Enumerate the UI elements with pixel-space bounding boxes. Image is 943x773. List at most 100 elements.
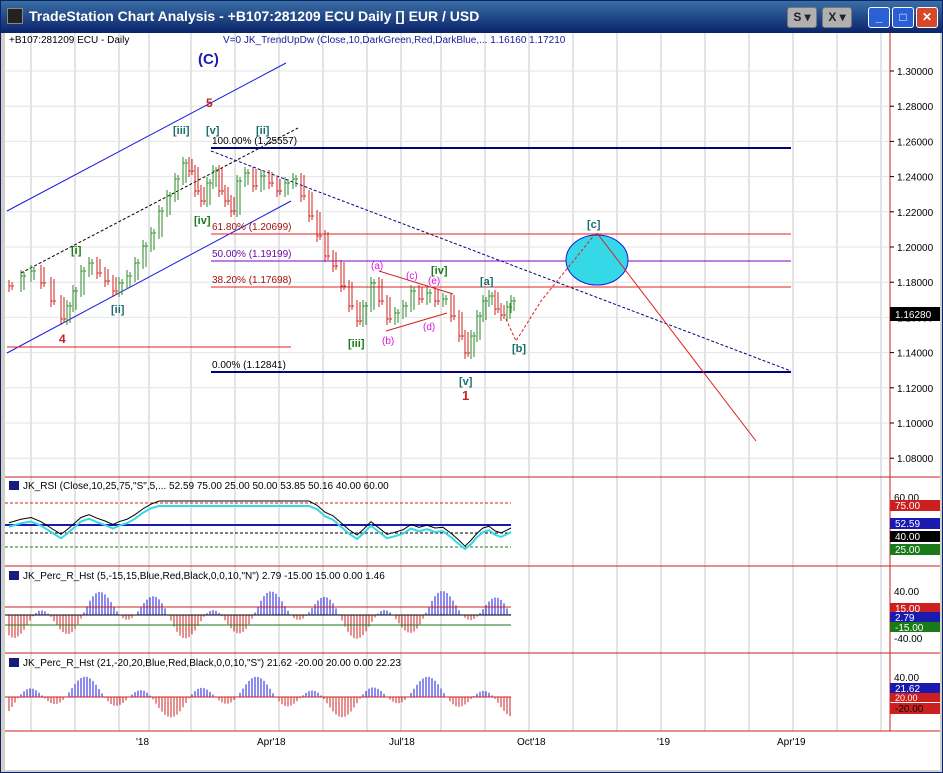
dashed-channel-line[interactable] xyxy=(20,127,299,274)
wave-d-paren-label: (d) xyxy=(423,322,435,333)
perc1-40-label: 40.00 xyxy=(894,587,919,598)
perc2-20-label: 20.00 xyxy=(895,693,918,703)
x-tick-jul18: Jul'18 xyxy=(389,737,415,748)
s-menu-button[interactable]: S ▾ xyxy=(787,7,817,28)
x-button-label: X xyxy=(828,10,837,24)
fib-0-label: 0.00% (1.12841) xyxy=(212,360,286,371)
maximize-button[interactable]: □ xyxy=(892,7,914,28)
app-icon xyxy=(7,8,23,24)
wave-ii-left-label: [ii] xyxy=(111,304,125,316)
fib-382-label: 38.20% (1.17698) xyxy=(212,275,292,286)
pane-separators xyxy=(5,33,940,732)
time-axis xyxy=(5,731,940,770)
wave-i-left-label: [i] xyxy=(71,245,82,257)
rsi-pane[interactable] xyxy=(5,479,890,565)
price-tick-label: 1.12000 xyxy=(897,384,934,395)
projection-down-line[interactable] xyxy=(596,232,757,442)
wave-c-bracket-label: [c] xyxy=(587,219,601,231)
wave-b-paren-label: (b) xyxy=(382,336,394,347)
price-tick-label: 1.26000 xyxy=(897,137,934,148)
rsi-line xyxy=(8,500,512,547)
wave-iv-mid-label: [iv] xyxy=(431,265,448,277)
triangle-upper-line[interactable] xyxy=(378,270,454,295)
wave-e-paren-label: (e) xyxy=(428,276,440,287)
x-tick-oct18: Oct'18 xyxy=(517,737,546,748)
rsi-pane-icon[interactable] xyxy=(9,481,19,490)
window-title: TradeStation Chart Analysis - +B107:2812… xyxy=(29,8,480,24)
price-tick-label: 1.08000 xyxy=(897,454,934,465)
wave-iv-left-label: [iv] xyxy=(194,215,211,227)
perc2-value-label: 21.62 xyxy=(895,684,920,695)
chart-area[interactable]: +B107:281209 ECU - Daily V=0 JK_TrendUpD… xyxy=(5,33,940,770)
triangle-lower-line[interactable] xyxy=(385,312,448,332)
s-button-label: S xyxy=(793,10,802,24)
perc2-histogram xyxy=(5,676,511,718)
target-ellipse[interactable] xyxy=(565,234,629,286)
wave-a-paren-label: (a) xyxy=(371,261,383,272)
last-price-label: 1.16280 xyxy=(895,310,932,321)
rsi-header: JK_RSI (Close,10,25,75,"S",5,... 52.59 7… xyxy=(23,481,389,492)
perc1-value-label: 2.79 xyxy=(895,613,915,624)
perc1-neg15-label: -15.00 xyxy=(895,623,924,634)
minimize-button[interactable]: _ xyxy=(868,7,890,28)
perc2-pane-icon[interactable] xyxy=(9,658,19,667)
rsi-75-badge xyxy=(890,500,940,511)
perc1-pane-icon[interactable] xyxy=(9,571,19,580)
wave-iii-mid-label: [iii] xyxy=(348,338,365,350)
price-bars xyxy=(8,157,516,359)
wave-b-bracket-label: [b] xyxy=(512,343,526,355)
rsi-40-badge xyxy=(890,531,940,542)
perc2-20-badge xyxy=(890,693,940,702)
x-tick-apr18: Apr'18 xyxy=(257,737,286,748)
rsi-25-badge xyxy=(890,544,940,555)
perc2-value-badge xyxy=(890,683,940,694)
price-tick-label: 1.28000 xyxy=(897,102,934,113)
last-price-badge xyxy=(890,307,940,321)
wave-a-bracket-label: [a] xyxy=(480,276,494,288)
price-tick-label: 1.10000 xyxy=(897,419,934,430)
fib-100-label: 100.00% (1.25557) xyxy=(212,136,297,147)
upper-channel-line[interactable] xyxy=(6,62,287,212)
price-tick-label: 1.24000 xyxy=(897,173,934,184)
price-pane[interactable] xyxy=(5,33,890,476)
price-tick-label: 1.14000 xyxy=(897,349,934,360)
rsi-25-label: 25.00 xyxy=(895,545,920,556)
rsi-lines xyxy=(5,500,512,551)
fib-618-label: 61.80% (1.20699) xyxy=(212,222,292,233)
symbol-label: +B107:281209 ECU - Daily xyxy=(9,35,129,46)
wave-v-top-label: [v] xyxy=(206,125,220,137)
rsi-40-label: 40.00 xyxy=(895,532,920,543)
wave-c-paren-label: (c) xyxy=(406,271,418,282)
close-button[interactable]: ✕ xyxy=(916,7,938,28)
perc1-neg15-badge xyxy=(890,622,940,632)
trend-indicator-label: V=0 JK_TrendUpDw (Close,10,DarkGreen,Red… xyxy=(223,35,566,46)
x-tick-19: '19 xyxy=(657,737,670,748)
price-axis xyxy=(890,33,940,770)
wave-iii-top-label: [iii] xyxy=(173,125,190,137)
projection-path[interactable] xyxy=(505,232,597,343)
wave-5-label: 5 xyxy=(206,96,213,110)
rsi-tick-60: 60.00 xyxy=(894,493,919,504)
x-tick-18: '18 xyxy=(136,737,149,748)
wave-v-bottom-label: [v] xyxy=(459,376,473,388)
price-tick-label: 1.18000 xyxy=(897,278,934,289)
x-tick-apr19: Apr'19 xyxy=(777,737,806,748)
price-tick-label: 1.20000 xyxy=(897,243,934,254)
perc2-neg20-badge xyxy=(890,703,940,714)
perc1-header: JK_Perc_R_Hst (5,-15,15,Blue,Red,Black,0… xyxy=(23,571,385,582)
title-bar[interactable]: TradeStation Chart Analysis - +B107:2812… xyxy=(1,1,942,33)
perc1-histogram xyxy=(5,591,511,639)
lower-channel-line[interactable] xyxy=(6,200,292,354)
price-tick-label: 1.30000 xyxy=(897,67,934,78)
chart-svg[interactable]: +B107:281209 ECU - Daily V=0 JK_TrendUpD… xyxy=(5,33,940,770)
perc2-neg20-label: -20.00 xyxy=(895,704,924,715)
perc-r-pane-2[interactable] xyxy=(5,655,890,731)
rsi-value-badge xyxy=(890,518,940,529)
wave-4-label: 4 xyxy=(59,332,66,346)
wave-C-label: (C) xyxy=(198,51,219,68)
perc2-40-label: 40.00 xyxy=(894,673,919,684)
perc1-value-badge xyxy=(890,612,940,623)
x-menu-button[interactable]: X ▾ xyxy=(822,7,852,28)
rsi-value-label: 52.59 xyxy=(895,519,920,530)
